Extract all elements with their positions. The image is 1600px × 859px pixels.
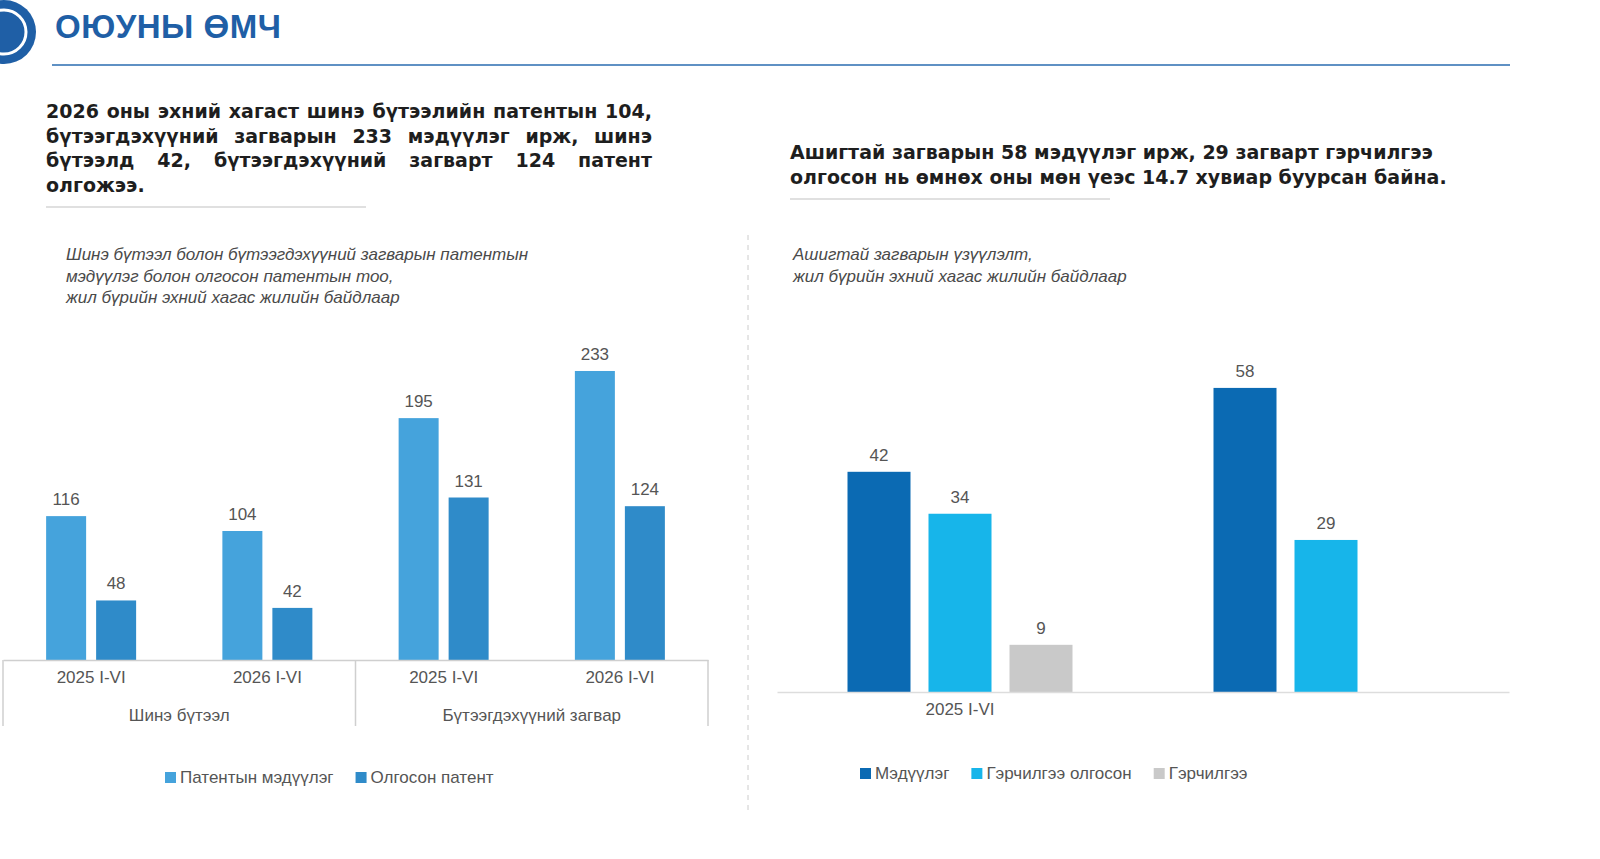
logo — [0, 0, 36, 64]
data-labels: 116 104 195 233 48 42 131 124 — [53, 345, 659, 601]
group-divider — [707, 660, 709, 726]
chart-subtitle: жил бүрийн эхний хагас жилийн байдлаар — [792, 267, 1127, 286]
page: Chart html, body { margin: 0; padding: 0… — [0, 0, 1600, 859]
bar — [1295, 540, 1358, 692]
legend-label: Гэрчилгээ — [1169, 764, 1248, 783]
group-divider — [355, 660, 357, 726]
legend-swatch — [971, 768, 982, 779]
tick: 2025 I-VI — [926, 700, 995, 719]
bar — [399, 418, 439, 660]
bar — [575, 371, 615, 660]
legend: Мэдүүлэг Гэрчилгээ олгосон Гэрчилгээ — [860, 764, 1248, 783]
data-label: 124 — [631, 480, 659, 499]
bar — [272, 608, 312, 660]
bar — [1010, 645, 1073, 692]
bar — [222, 531, 262, 660]
chart-headline: Ашигтай загварын 58 мэдүүлэг ирж, 29 заг… — [790, 140, 1480, 200]
bar — [96, 600, 136, 660]
tick-label: 2025 I-VI — [409, 668, 478, 687]
bar — [625, 506, 665, 660]
data-labels: 42 58 34 29 9 — [870, 362, 1336, 638]
bar — [1214, 388, 1277, 692]
bar — [848, 472, 911, 692]
group-label: Шинэ бүтээл — [129, 706, 230, 725]
chart-subtitle: Ашигтай загварын үзүүлэлт, — [792, 245, 1033, 264]
data-label: 116 — [53, 490, 80, 509]
tick: 2025 I-VI — [409, 668, 478, 687]
chart-title: 2026 оны эхний хагаст шинэ бүтээлийн пат… — [46, 99, 652, 197]
legend-swatch — [1154, 768, 1165, 779]
tick-label: 2025 I-VI — [926, 700, 995, 719]
tick-label: 2026 I-VI — [233, 668, 302, 687]
headline-underline — [46, 206, 366, 208]
legend-label: Олгосон патент — [371, 768, 494, 787]
tick: 2025 I-VI — [57, 668, 126, 687]
bar — [929, 514, 992, 692]
headline-underline — [790, 198, 1110, 200]
bars — [46, 371, 665, 660]
legend-swatch — [860, 768, 871, 779]
data-label: 131 — [454, 472, 482, 491]
legend-label: Мэдүүлэг — [875, 764, 949, 783]
legend-label: Гэрчилгээ олгосон — [986, 764, 1131, 783]
legend-swatch — [165, 772, 176, 783]
chart-title: Ашигтай загварын 58 мэдүүлэг ирж, 29 заг… — [790, 140, 1480, 189]
legend: Патентын мэдүүлэг Олгосон патент — [165, 768, 494, 787]
group-label: Бүтээгдэхүүний загвар — [442, 706, 621, 725]
chart-headline: 2026 оны эхний хагаст шинэ бүтээлийн пат… — [46, 99, 652, 208]
axis-line — [778, 692, 1510, 694]
bar — [449, 498, 489, 660]
data-label: 48 — [107, 574, 126, 593]
panel-divider — [748, 235, 749, 812]
chart-subtitle: Шинэ бүтээл болон бүтээгдэхүүний загвары… — [66, 245, 529, 264]
tick: 2026 I-VI — [233, 668, 302, 687]
tick: 2026 I-VI — [585, 668, 654, 687]
data-label: 42 — [283, 582, 302, 601]
data-label: 34 — [951, 488, 970, 507]
logo-ring — [0, 10, 26, 54]
tick-label: 2025 I-VI — [57, 668, 126, 687]
group-frame — [3, 660, 708, 726]
data-label: 233 — [581, 345, 609, 364]
data-label: 104 — [228, 505, 256, 524]
chart-subtitle: жил бүрийн эхний хагас жилийн байдлаар — [65, 288, 400, 307]
page-title: ОЮУНЫ ӨМЧ — [55, 8, 281, 46]
legend-label: Патентын мэдүүлэг — [180, 768, 334, 787]
data-label: 42 — [870, 446, 889, 465]
data-label: 29 — [1317, 514, 1336, 533]
tick-label: 2026 I-VI — [585, 668, 654, 687]
x-axis: 2025 I-VI — [778, 693, 1510, 720]
data-label: 58 — [1236, 362, 1255, 381]
bars — [848, 388, 1358, 692]
legend-swatch — [356, 772, 367, 783]
page-body: {"header": {"title": "ОЮУНЫ ӨМЧ"}, "char… — [0, 0, 1600, 859]
chart-subtitle: мэдүүлэг болон олгосон патентын тоо, — [66, 267, 394, 286]
bar — [46, 516, 86, 660]
data-label: 195 — [404, 392, 432, 411]
group-divider — [2, 660, 4, 726]
data-label: 9 — [1036, 619, 1045, 638]
header-rule — [52, 64, 1510, 66]
